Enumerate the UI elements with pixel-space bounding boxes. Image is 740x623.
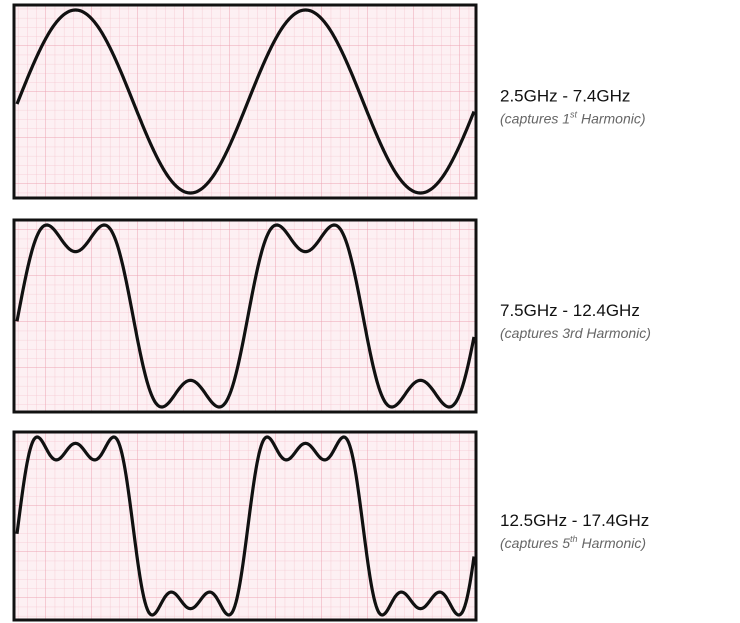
caption: (captures 1st Harmonic)	[500, 110, 646, 127]
grid	[14, 432, 476, 620]
caption-part: th	[570, 534, 578, 544]
panel-frame	[12, 218, 478, 414]
caption-part: Harmonic)	[578, 535, 646, 551]
caption-part: (captures 5	[500, 535, 570, 551]
grid	[14, 5, 476, 198]
waveform	[15, 435, 476, 617]
caption-part: st	[570, 110, 578, 120]
frequency-range: 2.5GHz - 7.4GHz	[500, 87, 630, 106]
caption-part: (captures 1	[500, 111, 570, 127]
frequency-range: 12.5GHz - 17.4GHz	[500, 511, 649, 530]
caption: (captures 3rd Harmonic)	[500, 325, 651, 341]
caption-part: (captures 3rd Harmonic)	[500, 325, 651, 341]
panel-frame	[12, 3, 478, 200]
panel-frame	[12, 430, 478, 622]
caption-part: Harmonic)	[577, 111, 645, 127]
grid	[14, 220, 476, 412]
waveform	[15, 223, 476, 409]
frequency-range: 7.5GHz - 12.4GHz	[500, 301, 640, 320]
waveform	[15, 8, 476, 195]
caption: (captures 5th Harmonic)	[500, 534, 646, 551]
